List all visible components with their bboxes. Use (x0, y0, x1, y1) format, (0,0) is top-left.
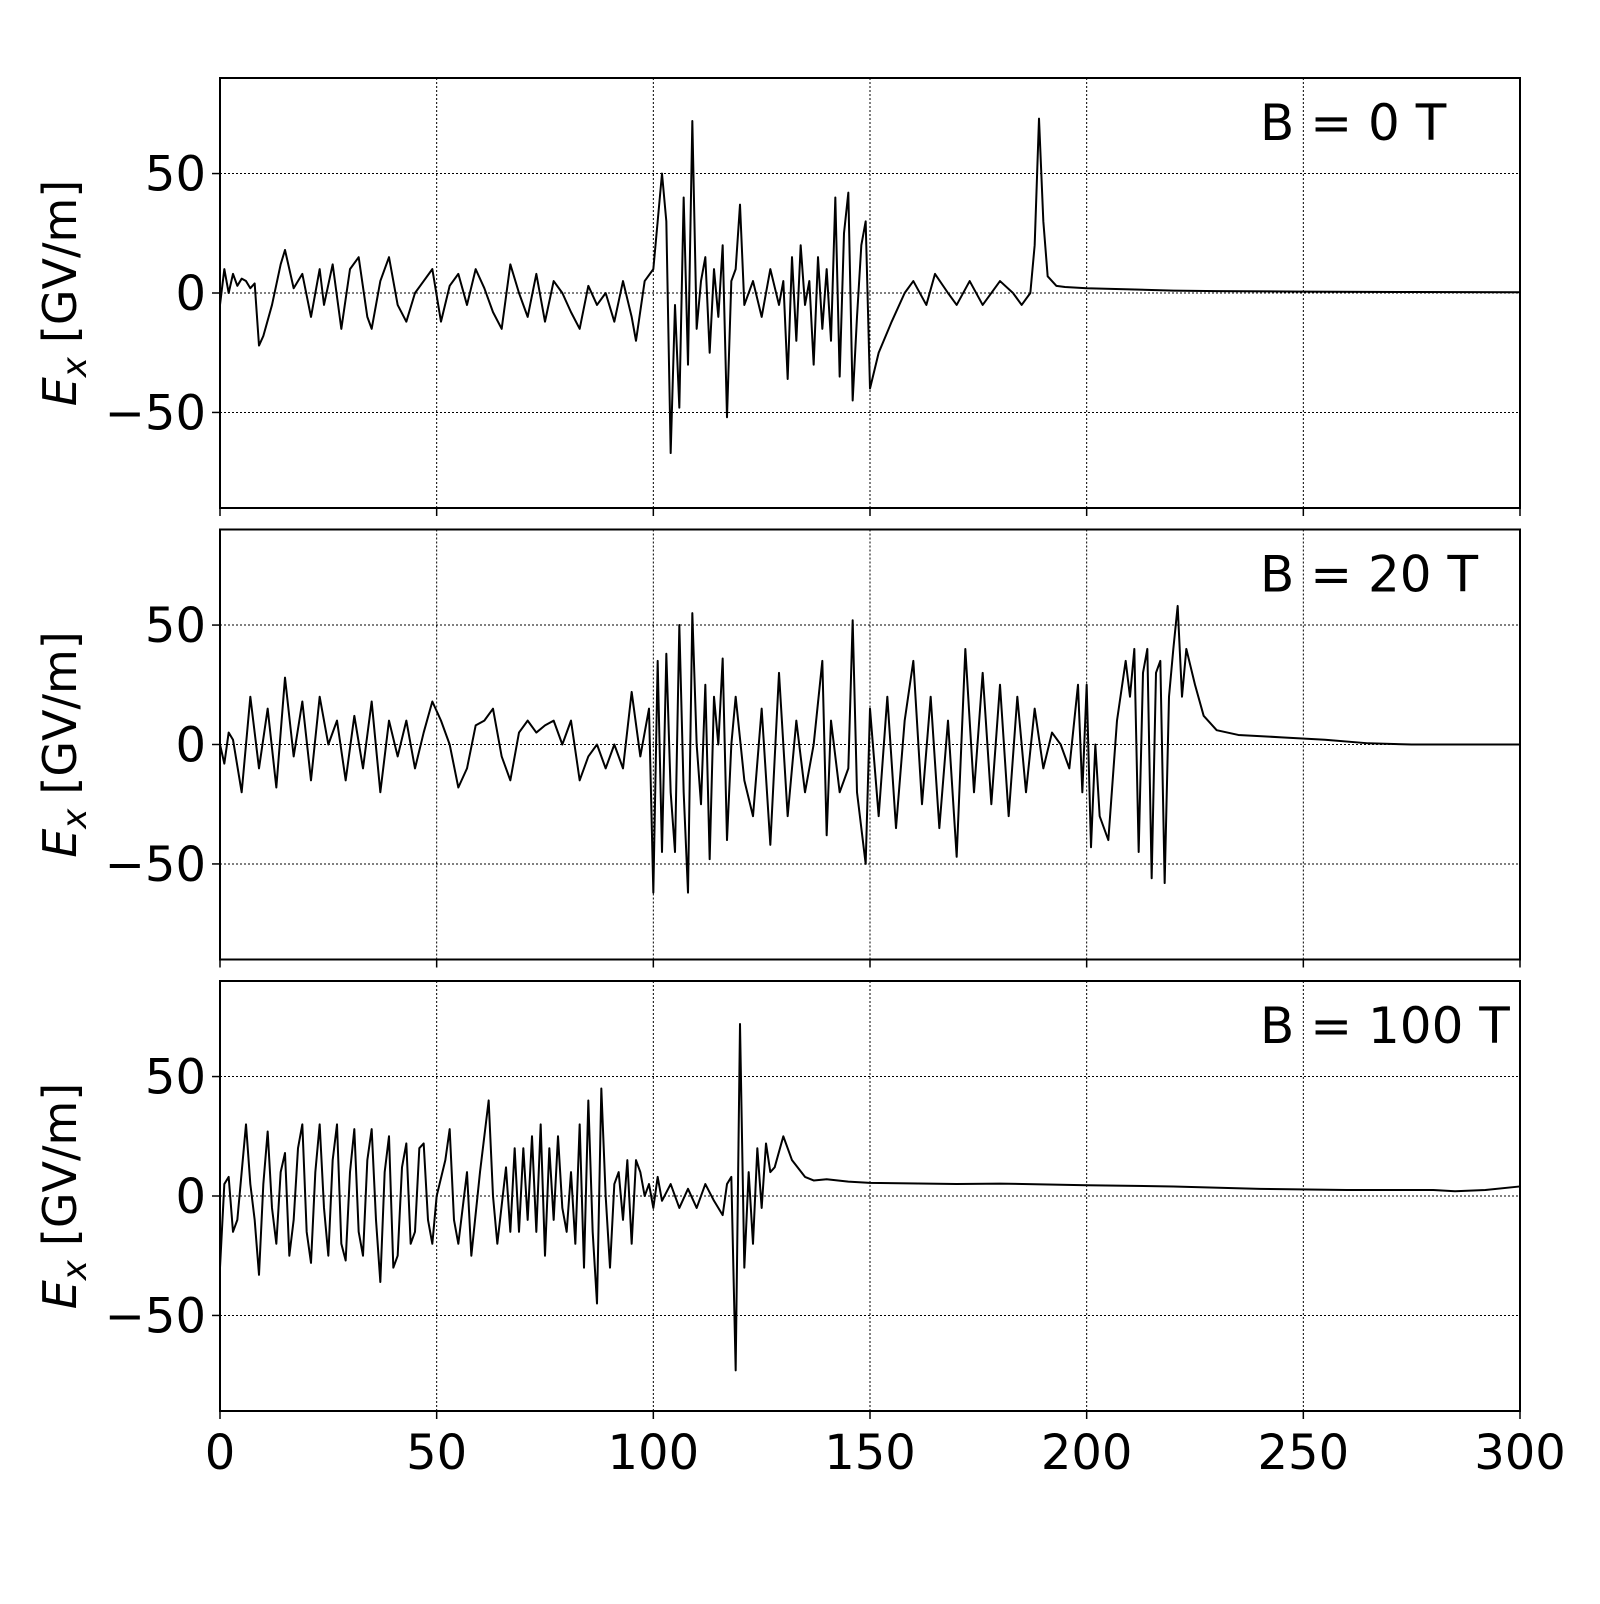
y-tick-label: −50 (105, 385, 206, 441)
y-axis-label: Ex [GV/m] (33, 1083, 95, 1310)
y-label-subscript: x (55, 808, 95, 830)
data-line (219, 1023, 1521, 1372)
y-tick-label: 50 (145, 147, 206, 203)
y-label-unit: [GV/m] (33, 180, 87, 343)
y-label-unit: [GV/m] (33, 631, 87, 794)
y-label-symbol: E (33, 1280, 87, 1309)
y-label-subscript: x (55, 356, 95, 378)
plot-frame (219, 528, 1521, 961)
y-axis-label: Ex [GV/m] (33, 631, 95, 858)
panel: −50 0 50 B = 20 T Ex [GV/m] (33, 528, 1521, 968)
x-tick-label: 300 (1474, 1425, 1566, 1481)
annotation: B = 20 T (1260, 546, 1479, 604)
y-tick-label: 0 (175, 266, 206, 322)
y-label-symbol: E (33, 377, 87, 406)
x-tick-label: 200 (1041, 1425, 1133, 1481)
data-line (219, 604, 1520, 894)
annotation: B = 100 T (1260, 997, 1510, 1055)
x-tick-label: 0 (205, 1425, 236, 1481)
y-tick-label: 50 (145, 1050, 206, 1106)
y-label-subscript: x (55, 1259, 95, 1281)
plot-frame (219, 980, 1521, 1412)
y-tick-label: 0 (175, 718, 206, 774)
x-tick-label: 100 (608, 1425, 700, 1481)
panel: 0 50 100 150 200 250 300 −50 0 50 B = 100 T Ex [GV/m… (33, 980, 1566, 1481)
y-axis-label: Ex [GV/m] (33, 180, 95, 407)
x-tick-label: 250 (1258, 1425, 1350, 1481)
y-tick-label: −50 (105, 837, 206, 893)
y-tick-label: 0 (175, 1169, 206, 1225)
data-line (219, 117, 1521, 455)
plot-frame (219, 77, 1521, 509)
y-label-unit: [GV/m] (33, 1083, 87, 1246)
panel: −50 0 50 B = 0 T Ex [GV/m] (33, 77, 1521, 516)
x-tick-label: 50 (406, 1425, 467, 1481)
y-tick-label: −50 (105, 1288, 206, 1344)
annotation: B = 0 T (1260, 94, 1447, 152)
y-label-symbol: E (33, 829, 87, 858)
y-tick-label: 50 (145, 598, 206, 654)
x-tick-label: 150 (824, 1425, 916, 1481)
